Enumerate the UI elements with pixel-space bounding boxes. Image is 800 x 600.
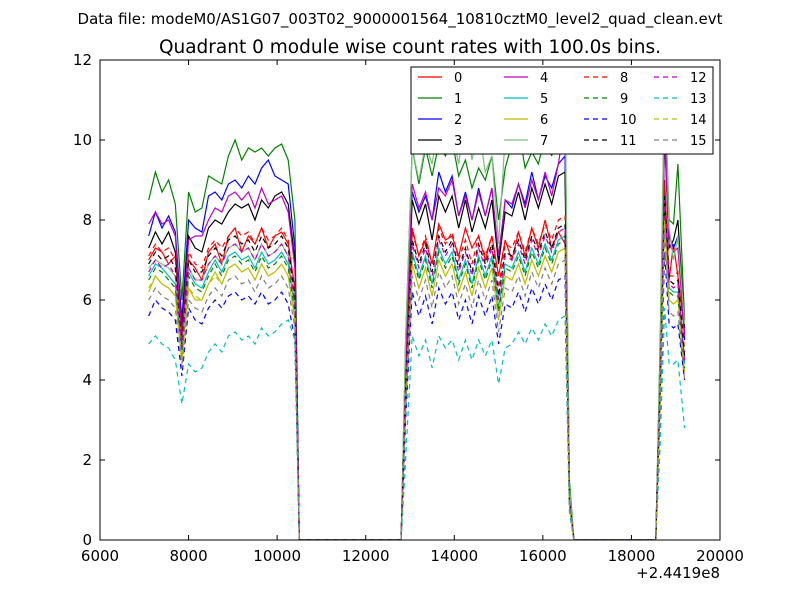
chart-title: Quadrant 0 module wise count rates with … — [159, 37, 661, 58]
series-line-14 — [148, 219, 686, 540]
series-line-0 — [148, 179, 686, 540]
series-line-9 — [148, 211, 686, 540]
series-line-2 — [148, 123, 686, 540]
legend-label-5: 5 — [540, 92, 548, 107]
x-axis: 6000 8000 10000 12000 14000 16000 18000 20000 — [81, 60, 744, 565]
series-line-3 — [148, 135, 686, 540]
legend-label-10: 10 — [620, 113, 637, 128]
series-line-10 — [148, 251, 686, 540]
series-line-5 — [148, 207, 686, 540]
legend-label-15: 15 — [690, 134, 707, 149]
x-offset-label: +2.4419e8 — [636, 564, 720, 582]
legend-label-2: 2 — [454, 113, 462, 128]
y-tick-label: 6 — [82, 291, 92, 309]
y-tick-label: 0 — [82, 531, 92, 549]
legend-box — [410, 66, 714, 155]
legend-label-13: 13 — [690, 92, 707, 107]
x-tick-label: 14000 — [430, 547, 478, 565]
legend-label-11: 11 — [620, 134, 637, 149]
legend-label-0: 0 — [454, 71, 462, 86]
x-tick-label: 20000 — [696, 547, 744, 565]
legend-label-7: 7 — [540, 134, 548, 149]
y-tick-label: 12 — [73, 51, 92, 69]
series-line-8 — [148, 187, 686, 540]
x-tick-label: 16000 — [519, 547, 567, 565]
legend-label-14: 14 — [690, 113, 707, 128]
legend-label-3: 3 — [454, 134, 462, 149]
series-line-12 — [148, 199, 686, 540]
x-tick-label: 10000 — [253, 547, 301, 565]
series-line-13 — [148, 307, 686, 540]
legend-label-12: 12 — [690, 71, 707, 86]
y-tick-label: 10 — [73, 131, 92, 149]
y-tick-label: 8 — [82, 211, 92, 229]
legend-label-8: 8 — [620, 71, 628, 86]
data-file-label: Data file: modeM0/AS1G07_003T02_90000015… — [78, 10, 723, 29]
x-tick-label: 18000 — [608, 547, 656, 565]
x-tick-label: 8000 — [169, 547, 207, 565]
y-tick-label: 2 — [82, 451, 92, 469]
series-line-11 — [148, 195, 686, 540]
legend-label-9: 9 — [620, 92, 628, 107]
legend-label-1: 1 — [454, 92, 462, 107]
legend-label-4: 4 — [540, 71, 548, 86]
y-tick-label: 4 — [82, 371, 92, 389]
x-tick-label: 12000 — [342, 547, 390, 565]
x-tick-label: 6000 — [81, 547, 119, 565]
legend-label-6: 6 — [540, 113, 548, 128]
series-layer — [148, 75, 686, 540]
